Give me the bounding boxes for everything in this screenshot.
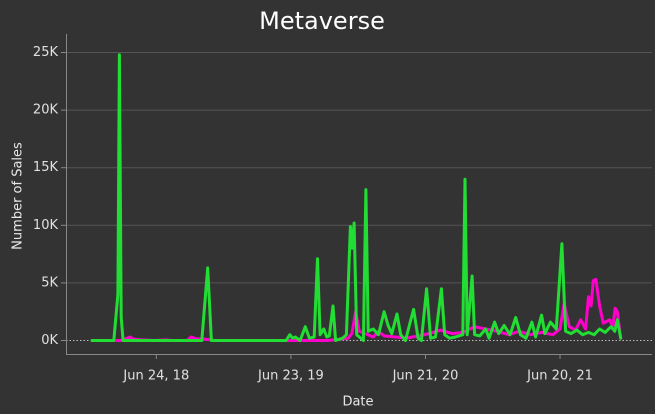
x-axis-label: Date xyxy=(342,395,373,410)
series-line-1 xyxy=(90,53,623,342)
y-tick-label-5: 25K xyxy=(33,45,59,60)
series-line-0 xyxy=(90,277,623,342)
chart-title: Metaverse xyxy=(259,7,385,35)
y-tick-label-1: 5K xyxy=(41,275,58,290)
series-lines xyxy=(90,53,623,342)
y-tick-label-3: 15K xyxy=(33,160,59,175)
y-axis-label: Number of Sales xyxy=(11,142,26,250)
y-tick-label-0: 0K xyxy=(41,333,58,348)
y-tick-label-2: 10K xyxy=(33,218,59,233)
x-tick-label-2: Jun 21, 20 xyxy=(392,369,459,384)
tick-labels: 0K 5K 10K 15K 20K 25K Jun 24, 18 Jun 23, 19 Jun … xyxy=(33,45,593,384)
gridlines xyxy=(66,52,652,341)
x-tick-label-3: Jun 20, 21 xyxy=(526,369,593,384)
axes xyxy=(61,34,652,359)
y-tick-label-4: 20K xyxy=(33,103,59,118)
x-tick-label-0: Jun 24, 18 xyxy=(122,369,189,384)
x-tick-label-1: Jun 23, 19 xyxy=(257,369,324,384)
